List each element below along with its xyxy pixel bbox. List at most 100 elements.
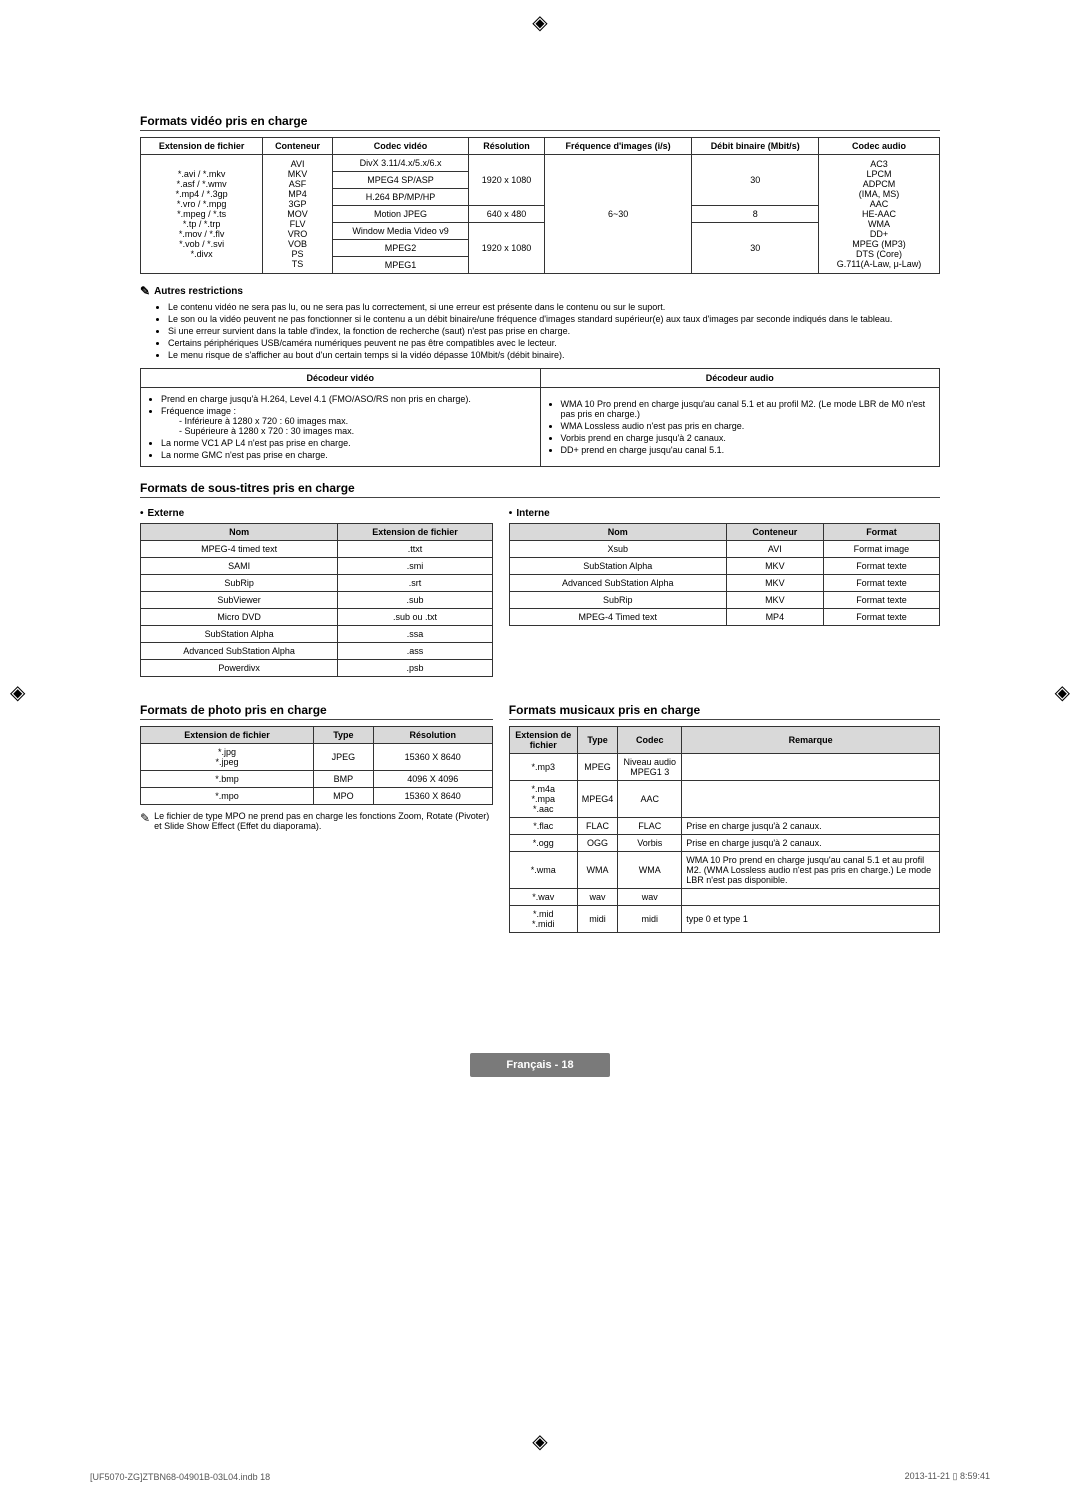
cell: .psb bbox=[338, 660, 493, 677]
cell: Advanced SubStation Alpha bbox=[141, 643, 338, 660]
cell: wav bbox=[577, 889, 618, 906]
cell: midi bbox=[577, 906, 618, 933]
cell: FLAC bbox=[577, 818, 618, 835]
col-header: Conteneur bbox=[726, 524, 823, 541]
video-formats-title: Formats vidéo pris en charge bbox=[140, 114, 940, 131]
cell-codec: Motion JPEG bbox=[332, 206, 468, 223]
cell-bitrate: 8 bbox=[692, 206, 819, 223]
col-header: Extension de fichier bbox=[141, 727, 314, 744]
cell-audio: AC3 LPCM ADPCM (IMA, MS) AAC HE-AAC WMA … bbox=[819, 155, 940, 274]
cell-bitrate: 30 bbox=[692, 155, 819, 206]
col-header: Codec bbox=[618, 727, 682, 754]
cell-codec: MPEG4 SP/ASP bbox=[332, 172, 468, 189]
cell: *.mid *.midi bbox=[509, 906, 577, 933]
col-header: Fréquence d'images (i/s) bbox=[544, 138, 692, 155]
cell: *.wma bbox=[509, 852, 577, 889]
doc-timestamp: 2013-11-21 ▯ 8:59:41 bbox=[905, 1471, 990, 1482]
cell: Format texte bbox=[823, 575, 939, 592]
col-header: Codec vidéo bbox=[332, 138, 468, 155]
list-item: Si une erreur survient dans la table d'i… bbox=[168, 326, 940, 336]
decoder-video-cell: Prend en charge jusqu'à H.264, Level 4.1… bbox=[141, 388, 541, 467]
col-header: Résolution bbox=[373, 727, 492, 744]
internal-subhead: • Interne bbox=[509, 508, 940, 519]
cell: .srt bbox=[338, 575, 493, 592]
col-header: Extension de fichier bbox=[141, 138, 263, 155]
col-header: Conteneur bbox=[263, 138, 333, 155]
cell: MPO bbox=[314, 788, 374, 805]
photo-table: Extension de fichier Type Résolution *.j… bbox=[140, 726, 493, 805]
restrictions-list: Le contenu vidéo ne sera pas lu, ou ne s… bbox=[168, 302, 940, 360]
restrictions-label: Autres restrictions bbox=[154, 286, 243, 297]
cell: *.mp3 bbox=[509, 754, 577, 781]
note-icon: ✎ bbox=[140, 284, 150, 298]
cell: .ssa bbox=[338, 626, 493, 643]
list-item: - Inférieure à 1280 x 720 : 60 images ma… bbox=[179, 416, 534, 426]
cell-resolution: 1920 x 1080 bbox=[469, 155, 545, 206]
cell-fps: 6~30 bbox=[544, 155, 692, 274]
cell: type 0 et type 1 bbox=[682, 906, 940, 933]
cell: WMA 10 Pro prend en charge jusqu'au cana… bbox=[682, 852, 940, 889]
decoder-audio-header: Décodeur audio bbox=[540, 369, 940, 388]
cell: Format texte bbox=[823, 558, 939, 575]
cell-codec: DivX 3.11/4.x/5.x/6.x bbox=[332, 155, 468, 172]
col-header: Nom bbox=[141, 524, 338, 541]
registration-mark: ◈ bbox=[532, 10, 547, 35]
music-table: Extension de fichier Type Codec Remarque… bbox=[509, 726, 940, 933]
list-item: Le son ou la vidéo peuvent ne pas foncti… bbox=[168, 314, 940, 324]
cell: 4096 X 4096 bbox=[373, 771, 492, 788]
list-item: Le menu risque de s'afficher au bout d'u… bbox=[168, 350, 940, 360]
cell: JPEG bbox=[314, 744, 374, 771]
list-item: Le contenu vidéo ne sera pas lu, ou ne s… bbox=[168, 302, 940, 312]
col-header: Format bbox=[823, 524, 939, 541]
note-icon: ✎ bbox=[140, 811, 150, 831]
cell: *.bmp bbox=[141, 771, 314, 788]
cell: Format texte bbox=[823, 609, 939, 626]
cell-codec: MPEG1 bbox=[332, 257, 468, 274]
decoder-audio-cell: WMA 10 Pro prend en charge jusqu'au cana… bbox=[540, 388, 940, 467]
cell: Vorbis bbox=[618, 835, 682, 852]
cell: *.wav bbox=[509, 889, 577, 906]
col-header: Codec audio bbox=[819, 138, 940, 155]
cell: Niveau audio MPEG1 3 bbox=[618, 754, 682, 781]
list-item: La norme GMC n'est pas prise en charge. bbox=[161, 450, 534, 460]
subtitles-title: Formats de sous-titres pris en charge bbox=[140, 481, 940, 498]
list-item: WMA 10 Pro prend en charge jusqu'au cana… bbox=[561, 399, 934, 419]
list-item: Fréquence image : - Inférieure à 1280 x … bbox=[161, 406, 534, 436]
cell: MPEG bbox=[577, 754, 618, 781]
cell: *.flac bbox=[509, 818, 577, 835]
video-formats-table: Extension de fichier Conteneur Codec vid… bbox=[140, 137, 940, 274]
cell: MPEG-4 timed text bbox=[141, 541, 338, 558]
cell: AAC bbox=[618, 781, 682, 818]
cell: Format image bbox=[823, 541, 939, 558]
external-subtitles-table: Nom Extension de fichier MPEG-4 timed te… bbox=[140, 523, 493, 677]
cell: MPEG4 bbox=[577, 781, 618, 818]
cell: wav bbox=[618, 889, 682, 906]
cell: *.mpo bbox=[141, 788, 314, 805]
cell: .sub ou .txt bbox=[338, 609, 493, 626]
page-footer: Français - 18 bbox=[470, 1053, 610, 1077]
cell: 15360 X 8640 bbox=[373, 788, 492, 805]
cell: FLAC bbox=[618, 818, 682, 835]
cell: Xsub bbox=[509, 541, 726, 558]
decoder-video-header: Décodeur vidéo bbox=[141, 369, 541, 388]
cell: Advanced SubStation Alpha bbox=[509, 575, 726, 592]
cell: Prise en charge jusqu'à 2 canaux. bbox=[682, 818, 940, 835]
col-header: Débit binaire (Mbit/s) bbox=[692, 138, 819, 155]
external-subhead: • Externe bbox=[140, 508, 493, 519]
photo-title: Formats de photo pris en charge bbox=[140, 703, 493, 720]
cell: SubStation Alpha bbox=[509, 558, 726, 575]
cell: .sub bbox=[338, 592, 493, 609]
col-header: Remarque bbox=[682, 727, 940, 754]
cell: WMA bbox=[577, 852, 618, 889]
cell: *.m4a *.mpa *.aac bbox=[509, 781, 577, 818]
cell: Powerdivx bbox=[141, 660, 338, 677]
cell-bitrate: 30 bbox=[692, 223, 819, 274]
col-header: Résolution bbox=[469, 138, 545, 155]
cell-codec: H.264 BP/MP/HP bbox=[332, 189, 468, 206]
list-item: Certains périphériques USB/caméra numéri… bbox=[168, 338, 940, 348]
cell: MPEG-4 Timed text bbox=[509, 609, 726, 626]
cell: WMA bbox=[618, 852, 682, 889]
decoder-table: Décodeur vidéo Décodeur audio Prend en c… bbox=[140, 368, 940, 467]
registration-mark: ◈ bbox=[1055, 680, 1070, 705]
list-item: La norme VC1 AP L4 n'est pas prise en ch… bbox=[161, 438, 534, 448]
